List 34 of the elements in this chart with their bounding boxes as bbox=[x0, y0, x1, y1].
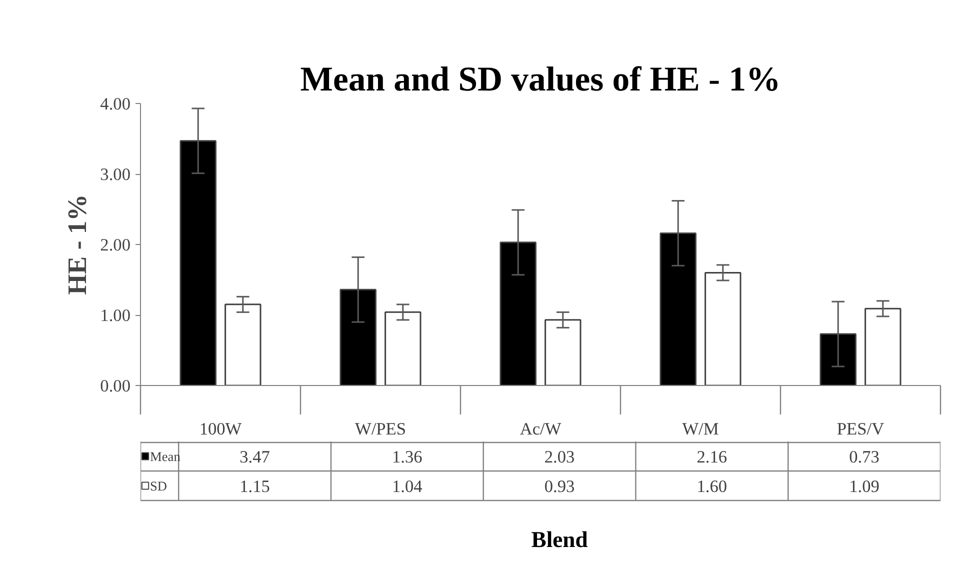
bar bbox=[544, 319, 582, 386]
y-tick-label: 3.00 bbox=[100, 165, 131, 184]
data-label: 1.36 bbox=[392, 447, 423, 466]
data-label: 0.93 bbox=[544, 476, 575, 496]
data-label: 1.04 bbox=[392, 476, 423, 496]
chart-title: Mean and SD values of HE - 1% bbox=[300, 60, 781, 98]
data-label: 1.09 bbox=[849, 476, 880, 496]
bar bbox=[224, 304, 262, 386]
y-tick-label: 2.00 bbox=[100, 236, 131, 254]
x-tick-label: 100W bbox=[199, 420, 242, 438]
x-tick-label: Ac/W bbox=[520, 420, 562, 438]
x-tick-label: W/PES bbox=[354, 420, 406, 438]
bar bbox=[500, 242, 536, 386]
bar bbox=[820, 333, 856, 386]
y-axis-title: HE - 1% bbox=[62, 194, 92, 295]
y-tick-label: 4.00 bbox=[100, 94, 131, 114]
x-axis-title: Blend bbox=[531, 527, 588, 552]
bar bbox=[384, 311, 422, 386]
legend-label: SD bbox=[150, 478, 168, 494]
data-label: 0.73 bbox=[849, 447, 880, 466]
data-label: 2.16 bbox=[696, 447, 728, 466]
bar bbox=[704, 272, 742, 386]
bar bbox=[180, 140, 216, 386]
y-tick-label: 1.00 bbox=[100, 306, 131, 325]
y-tick-label: 0.00 bbox=[100, 376, 131, 396]
bar bbox=[660, 232, 696, 386]
x-tick-label: W/M bbox=[682, 420, 719, 438]
data-label: 1.15 bbox=[240, 476, 270, 496]
bar bbox=[340, 288, 376, 386]
data-label: 3.47 bbox=[240, 447, 270, 466]
data-label: 2.03 bbox=[544, 447, 575, 466]
bar bbox=[864, 308, 902, 386]
data-label: 1.60 bbox=[696, 476, 728, 496]
x-tick-label: PES/V bbox=[836, 420, 885, 438]
